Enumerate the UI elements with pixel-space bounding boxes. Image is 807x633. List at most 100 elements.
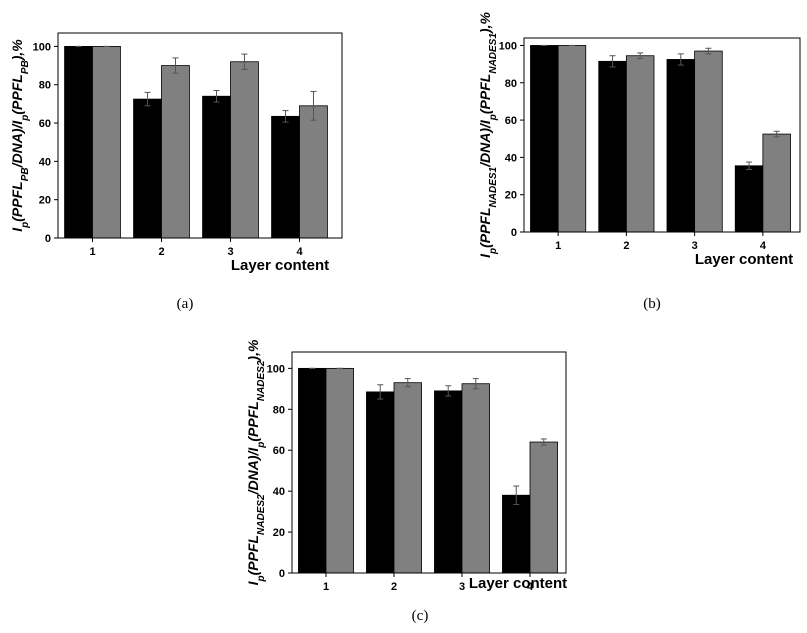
bar — [461, 383, 490, 574]
y-axis-label-part: I — [9, 227, 25, 232]
y-tick-label: 20 — [39, 195, 51, 207]
error-bar — [540, 438, 547, 446]
y-axis-label-part: /DNA)/I — [9, 120, 25, 169]
y-axis-label-part: NADES2 — [256, 360, 267, 401]
y-tick-label: 40 — [273, 486, 285, 498]
bar — [434, 390, 463, 574]
bar — [529, 441, 558, 574]
y-tick-label: 100 — [267, 363, 285, 375]
bar — [530, 45, 559, 233]
x-tick-label: 4 — [527, 581, 534, 593]
bar — [271, 115, 300, 239]
bar — [694, 50, 723, 233]
y-tick-label: 40 — [505, 152, 517, 164]
y-axis-label-part: p — [488, 248, 499, 255]
error-bar — [445, 385, 452, 397]
bar — [598, 60, 627, 233]
y-tick-label: 100 — [499, 40, 517, 52]
x-tick-label: 1 — [89, 246, 95, 258]
y-axis-label-part: NADES1 — [488, 166, 499, 207]
y-tick-label: 0 — [279, 568, 285, 580]
bar — [666, 59, 696, 233]
x-tick-label: 2 — [391, 581, 397, 593]
error-bar — [310, 90, 317, 121]
y-tick-label: 60 — [39, 118, 51, 130]
error-bar — [282, 110, 289, 123]
y-tick-label: 80 — [505, 78, 517, 90]
x-axis-label: Layer content — [469, 575, 567, 592]
plot-frame — [523, 37, 801, 233]
bar — [762, 133, 791, 233]
error-bar — [773, 130, 780, 138]
x-tick-label: 4 — [760, 240, 767, 252]
y-axis-label-part: p — [256, 442, 267, 449]
bar — [230, 61, 259, 239]
bar — [557, 45, 587, 233]
y-axis-label-part: /DNA)/I — [245, 447, 261, 496]
x-tick-label: 3 — [227, 246, 233, 258]
y-axis-label-part: ),% — [477, 12, 493, 36]
y-axis-label-part: I — [245, 580, 261, 585]
y-tick-label: 20 — [505, 190, 517, 202]
bar — [734, 165, 764, 233]
y-axis-label-part: (PPFL — [9, 181, 25, 221]
panel-label: (b) — [643, 296, 661, 312]
error-bar — [172, 57, 179, 74]
panel-label: (a) — [177, 296, 194, 312]
y-axis-label-part: (PPFL — [245, 535, 261, 575]
bar — [92, 46, 121, 239]
bar — [133, 98, 162, 239]
y-axis-label-part: (PPFL — [9, 74, 25, 114]
bar — [366, 391, 395, 574]
y-axis-label-part: PB — [20, 167, 31, 181]
error-bar — [677, 53, 684, 66]
error-bar — [404, 378, 411, 388]
x-axis-label: Layer content — [695, 251, 793, 268]
plot-frame — [291, 351, 567, 574]
y-tick-label: 0 — [511, 227, 517, 239]
error-bar — [637, 52, 644, 60]
y-axis-label-part: p — [20, 115, 31, 122]
y-axis-label-part: ),% — [245, 339, 261, 363]
bar — [298, 367, 327, 574]
x-tick-label: 3 — [692, 240, 698, 252]
y-axis-label-part: I — [477, 253, 493, 258]
y-axis-label-part: ),% — [9, 39, 25, 63]
x-tick-label: 2 — [623, 240, 629, 252]
error-bar — [472, 378, 479, 390]
x-axis-label: Layer content — [231, 257, 329, 274]
y-tick-label: 60 — [505, 115, 517, 127]
y-axis-label-part: (PPFL — [245, 401, 261, 441]
bar — [502, 494, 531, 574]
error-bar — [213, 89, 220, 103]
error-bar — [609, 55, 616, 68]
bar — [161, 65, 190, 239]
y-axis-label: Ip(PPFLPB/DNA)/Ip(PPFLPB),% — [9, 39, 31, 232]
y-axis-label-part: p — [256, 575, 267, 582]
bar — [325, 367, 354, 574]
error-bar — [513, 485, 520, 505]
error-bar — [144, 91, 151, 107]
bar — [202, 95, 231, 239]
y-axis-label-part: p — [20, 222, 31, 229]
bar — [625, 55, 655, 233]
y-tick-label: 20 — [273, 527, 285, 539]
x-tick-label: 2 — [158, 246, 164, 258]
y-axis-label-part: (PPFL — [477, 207, 493, 247]
error-bar — [377, 384, 384, 400]
y-axis-label-part: PB — [20, 60, 31, 74]
y-tick-label: 80 — [39, 80, 51, 92]
y-axis-label-part: NADES1 — [488, 33, 499, 74]
bar — [64, 46, 93, 239]
x-tick-label: 3 — [459, 581, 465, 593]
x-tick-label: 1 — [555, 240, 561, 252]
y-tick-label: 100 — [33, 41, 51, 53]
y-tick-label: 60 — [273, 445, 285, 457]
panel-label: (c) — [412, 608, 429, 624]
y-axis-label: Ip(PPFLNADES2/DNA)/Ip(PPFLNADES2),% — [245, 339, 267, 585]
y-axis-label: Ip(PPFLNADES1/DNA)/Ip(PPFLNADES1),% — [477, 12, 499, 258]
error-bar — [705, 47, 712, 55]
y-axis-label-part: NADES2 — [256, 494, 267, 535]
x-tick-label: 1 — [323, 581, 329, 593]
